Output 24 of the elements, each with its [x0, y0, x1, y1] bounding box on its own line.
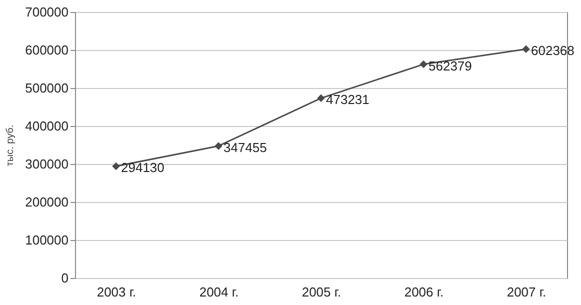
point: [214, 142, 222, 150]
y-axis-title: тыс. руб.: [5, 124, 16, 166]
x-tick-label: 2003 г.: [96, 284, 136, 300]
data-label: 602368: [531, 43, 574, 58]
y-tick-label: 500000: [25, 80, 68, 96]
y-tick-label: 200000: [25, 194, 68, 210]
data-label: 562379: [428, 58, 472, 74]
data-label: 347455: [224, 140, 267, 155]
y-tick-label: 600000: [25, 42, 68, 58]
point: [420, 60, 428, 68]
y-tick-label: 300000: [25, 156, 68, 172]
y-tick-label: 0: [61, 270, 68, 286]
point: [522, 45, 530, 53]
y-tick-label: 400000: [25, 118, 68, 134]
x-tick-label: 2006 г.: [404, 284, 444, 300]
point: [317, 94, 325, 102]
x-tick-label: 2005 г.: [302, 284, 342, 300]
x-tick-label: 2004 г.: [199, 284, 239, 300]
point: [112, 162, 120, 170]
y-tick-label: 100000: [25, 232, 68, 248]
data-label: 294130: [121, 160, 164, 176]
data-label: 473231: [326, 92, 370, 108]
y-tick-label: 700000: [25, 4, 68, 20]
x-tick-label: 2007 г.: [506, 284, 546, 300]
